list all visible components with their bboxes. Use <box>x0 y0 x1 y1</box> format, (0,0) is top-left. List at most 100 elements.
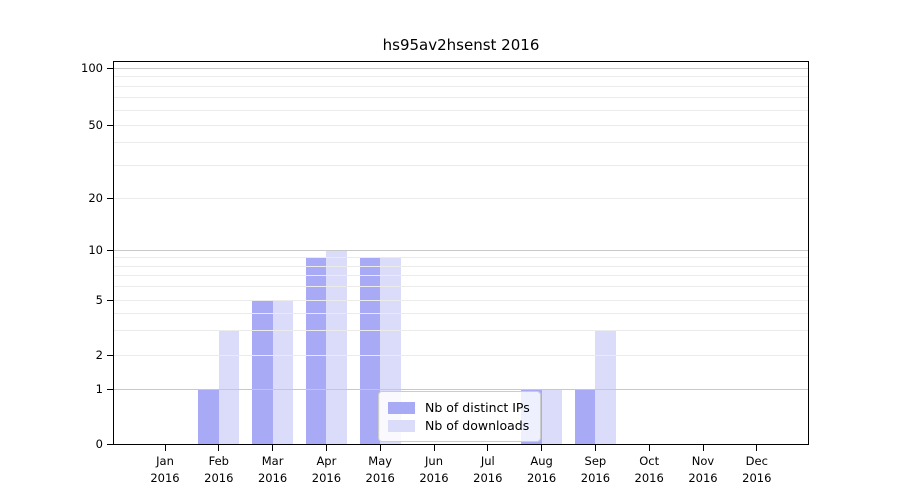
x-tick-year: 2016 <box>688 471 718 485</box>
x-tick-year: 2016 <box>257 471 288 485</box>
x-tick-label: Feb 2016 <box>187 453 251 487</box>
x-tick-year: 2016 <box>526 471 557 485</box>
x-tick-month: Jun <box>425 454 443 468</box>
x-tick-label: Sep 2016 <box>563 453 627 487</box>
x-tick-label: Jan 2016 <box>133 453 197 487</box>
bar-distinct-ips-sep <box>574 389 596 444</box>
y-tick-label: 1 <box>95 382 103 396</box>
minor-gridline <box>114 286 808 288</box>
x-tick-mark <box>272 445 274 451</box>
minor-gridline <box>114 354 808 356</box>
y-tick-label: 50 <box>88 118 103 132</box>
minor-gridline <box>114 85 808 87</box>
x-tick-mark <box>379 445 381 451</box>
x-tick-mark <box>325 445 327 451</box>
legend-swatch-downloads <box>388 419 415 432</box>
chart-title: hs95av2hsenst 2016 <box>382 36 540 54</box>
legend-item: Nb of distinct IPs <box>388 400 530 415</box>
minor-gridline <box>114 96 808 98</box>
bar-downloads-aug <box>541 389 563 444</box>
x-tick-year: 2016 <box>311 471 342 485</box>
x-tick-month: Jul <box>480 454 495 468</box>
x-tick-mark <box>218 445 220 451</box>
x-tick-mark <box>164 445 166 451</box>
y-tick-label: 5 <box>95 293 103 307</box>
x-tick-year: 2016 <box>150 471 180 485</box>
bar-downloads-apr <box>326 250 347 444</box>
legend-label: Nb of downloads <box>425 418 530 433</box>
x-tick-year: 2016 <box>204 471 234 485</box>
minor-gridline <box>114 299 808 301</box>
x-tick-year: 2016 <box>742 471 772 485</box>
bar-downloads-sep <box>595 330 616 444</box>
major-gridline <box>114 249 808 251</box>
y-tick-mark <box>107 354 113 356</box>
x-tick-month: Oct <box>639 454 660 468</box>
bar-distinct-ips-apr <box>305 257 327 444</box>
bar-downloads-mar <box>272 300 294 444</box>
x-tick-mark <box>594 445 596 451</box>
legend-label: Nb of distinct IPs <box>425 400 530 415</box>
x-tick-year: 2016 <box>365 471 395 485</box>
x-tick-mark <box>541 445 543 451</box>
major-gridline <box>114 388 808 390</box>
minor-gridline <box>114 76 808 78</box>
x-tick-label: Dec 2016 <box>725 453 789 487</box>
x-tick-label: Apr 2016 <box>294 453 358 487</box>
y-tick-label: 0 <box>95 437 103 451</box>
y-tick-label: 10 <box>88 243 103 257</box>
minor-gridline <box>114 257 808 259</box>
x-tick-month: Nov <box>691 454 715 468</box>
y-tick-label: 2 <box>95 348 103 362</box>
x-tick-mark <box>702 445 704 451</box>
x-tick-month: Aug <box>530 454 553 468</box>
minor-gridline <box>114 265 808 267</box>
bar-distinct-ips-may <box>359 257 381 444</box>
x-tick-month: Apr <box>316 454 337 468</box>
legend-item: Nb of downloads <box>388 418 530 433</box>
x-tick-year: 2016 <box>634 471 664 485</box>
x-tick-label: Oct 2016 <box>617 453 681 487</box>
x-tick-label: Jul 2016 <box>456 453 520 487</box>
y-tick-mark <box>107 67 113 69</box>
x-tick-month: Mar <box>261 454 284 468</box>
minor-gridline <box>114 312 808 314</box>
x-tick-label: May 2016 <box>348 453 412 487</box>
x-tick-month: Dec <box>745 454 768 468</box>
y-tick-mark <box>107 443 113 445</box>
x-tick-label: Mar 2016 <box>241 453 305 487</box>
x-tick-label: Aug 2016 <box>510 453 574 487</box>
x-tick-year: 2016 <box>580 471 611 485</box>
minor-gridline <box>114 124 808 126</box>
minor-gridline <box>114 142 808 144</box>
minor-gridline <box>114 165 808 167</box>
x-tick-month: Feb <box>208 454 229 468</box>
plot-area <box>114 62 808 444</box>
minor-gridline <box>114 109 808 111</box>
x-tick-month: May <box>368 454 393 468</box>
y-tick-label: 100 <box>81 61 103 75</box>
x-tick-mark <box>648 445 650 451</box>
minor-gridline <box>114 330 808 332</box>
bar-downloads-feb <box>218 330 240 444</box>
x-tick-label: Jun 2016 <box>402 453 466 487</box>
x-tick-year: 2016 <box>473 471 503 485</box>
minor-gridline <box>114 275 808 277</box>
y-tick-mark <box>107 249 113 251</box>
x-tick-mark <box>487 445 489 451</box>
y-tick-label: 20 <box>88 191 103 205</box>
bar-distinct-ips-mar <box>252 300 273 444</box>
y-tick-mark <box>107 299 113 301</box>
x-tick-mark <box>433 445 435 451</box>
x-tick-month: Jan <box>156 454 174 468</box>
bar-distinct-ips-feb <box>198 389 219 444</box>
y-tick-mark <box>107 388 113 390</box>
x-tick-label: Nov 2016 <box>671 453 735 487</box>
minor-gridline <box>114 197 808 199</box>
legend-swatch-distinct-ips <box>388 401 415 414</box>
major-gridline <box>114 67 808 69</box>
x-tick-year: 2016 <box>419 471 449 485</box>
x-tick-mark <box>756 445 758 451</box>
y-tick-mark <box>107 124 113 126</box>
